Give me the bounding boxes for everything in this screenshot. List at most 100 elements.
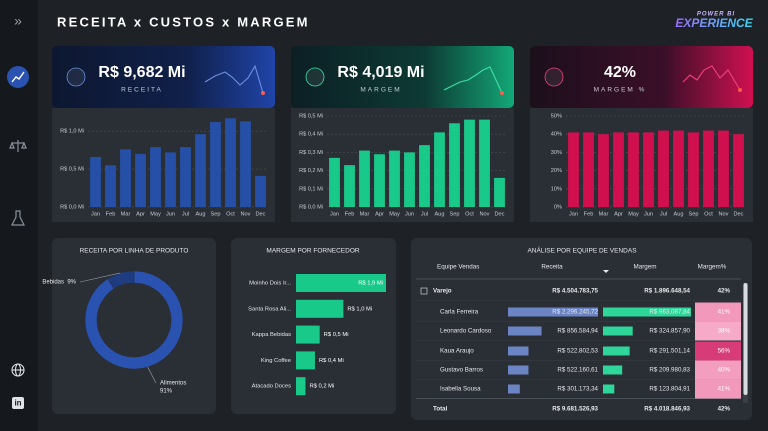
kpi-card — [52, 46, 275, 108]
y-tick-label: 40% — [551, 132, 562, 138]
row-label: Varejo — [433, 288, 452, 295]
kpi-value: R$ 9,682 Mi — [98, 64, 185, 81]
column-header[interactable]: Receita — [541, 264, 563, 271]
bar — [419, 145, 430, 207]
bar — [673, 130, 684, 207]
revenue-cell: R$ 856.584,94 — [557, 328, 598, 335]
margin-data-bar — [603, 307, 691, 317]
row-label: Carla Ferreira — [440, 309, 479, 316]
nav-flask-icon[interactable] — [11, 210, 25, 226]
bar — [105, 165, 116, 207]
margin-cell: R$ 209.980,83 — [649, 367, 690, 374]
revenue-data-bar — [508, 307, 598, 317]
x-tick-label: Oct — [226, 211, 235, 217]
bar — [135, 153, 146, 207]
margin-pct-cell-text: 41% — [718, 386, 731, 393]
margin-pct-cell — [695, 341, 741, 361]
y-tick-label: R$ 0,1 Mi — [299, 186, 323, 192]
bar — [389, 150, 400, 207]
chart-card — [530, 108, 753, 222]
y-tick-label: 50% — [551, 113, 562, 119]
scrollbar-thumb[interactable] — [743, 283, 748, 395]
x-tick-label: Jul — [182, 211, 189, 217]
value-label: R$ 1,9 Mi — [358, 281, 383, 287]
column-header[interactable]: Margem% — [698, 264, 727, 271]
kpi-label: RECEITA — [121, 87, 163, 94]
revenue-cell: R$ 9.681.526,93 — [552, 406, 598, 413]
column-header[interactable]: Equipe Vendas — [437, 264, 479, 271]
slice-value: 91% — [160, 389, 173, 395]
x-tick-label: Dec — [256, 211, 266, 217]
margin-data-bar — [603, 326, 633, 336]
bar — [296, 377, 306, 396]
globe-icon[interactable] — [11, 363, 25, 377]
margin-pct-cell-text: 42% — [718, 288, 731, 295]
margin-cell: R$ 291.501,14 — [649, 348, 690, 355]
y-tick-label: Santa Rosa Ali... — [248, 306, 291, 312]
nav-scale-icon[interactable] — [9, 140, 27, 152]
linkedin-glyph: in — [14, 399, 21, 408]
y-tick-label: R$ 0,5 Mi — [299, 113, 323, 119]
margin-pct-cell-text: 41% — [718, 309, 731, 316]
margin-pct-cell — [695, 302, 741, 322]
kpi-sparkline — [204, 64, 264, 94]
slice-value: 9% — [67, 280, 76, 286]
y-tick-label: Moinho Dois Ir... — [249, 281, 291, 287]
x-tick-label: Feb — [345, 211, 355, 217]
revenue-data-bar — [508, 346, 529, 356]
revenue-data-bar — [508, 326, 542, 336]
bar — [240, 121, 251, 207]
margin-pct-cell-text: 42% — [718, 406, 731, 413]
logo-top: POWER BI — [697, 12, 735, 18]
pie-slice — [84, 270, 184, 370]
x-tick-label: Apr — [375, 211, 384, 217]
collapse-icon[interactable] — [420, 287, 428, 295]
linkedin-icon[interactable] — [12, 397, 24, 409]
row-label: Gustavo Barros — [440, 367, 483, 374]
bar — [296, 351, 315, 370]
revenue-cell: R$ 522.160,61 — [557, 367, 598, 374]
nav-revenue-icon[interactable] — [7, 66, 29, 88]
x-tick-label: Apr — [614, 211, 623, 217]
kpi-sparkline-end — [261, 91, 265, 95]
margin-pct-cell-text: 40% — [718, 367, 731, 374]
y-tick-label: R$ 0,3 Mi — [299, 150, 323, 156]
y-tick-label: R$ 0,5 Mi — [60, 167, 84, 173]
table-title: ANÁLISE POR EQUIPE DE VENDAS — [527, 246, 637, 255]
x-tick-label: May — [150, 211, 161, 217]
bar — [165, 152, 176, 207]
x-tick-label: Nov — [719, 211, 729, 217]
y-tick-label: R$ 0,0 Mi — [60, 204, 84, 210]
table-card — [411, 238, 752, 420]
x-tick-label: Aug — [435, 211, 445, 217]
x-tick-label: Aug — [196, 211, 206, 217]
y-tick-label: R$ 0,2 Mi — [299, 168, 323, 174]
x-tick-label: Apr — [136, 211, 145, 217]
kpi-card — [530, 46, 753, 108]
chart-title: RECEITA POR LINHA DE PRODUTO — [80, 248, 189, 255]
revenue-cell: R$ 301.173,34 — [557, 386, 598, 393]
x-tick-label: Oct — [465, 211, 474, 217]
bar — [464, 119, 475, 207]
kpi-sparkline — [682, 65, 741, 91]
nav-revenue-glyph — [11, 71, 25, 83]
bar — [344, 165, 355, 207]
revenue-cell: R$ 4.504.783,75 — [552, 288, 598, 295]
y-tick-label: 20% — [551, 168, 562, 174]
expand-icon[interactable]: » — [14, 13, 22, 29]
x-tick-label: Mar — [121, 211, 131, 217]
x-tick-label: Nov — [480, 211, 490, 217]
bar — [643, 132, 654, 207]
revenue-data-bar — [508, 384, 520, 394]
y-tick-label: R$ 0,0 Mi — [299, 204, 323, 210]
column-header[interactable]: Margem — [633, 264, 656, 271]
leader-line — [147, 366, 157, 384]
slice-category: Bebidas — [42, 280, 64, 286]
kpi-sparkline-end — [500, 91, 504, 95]
bar — [568, 132, 579, 207]
chart-card — [52, 108, 275, 222]
x-tick-label: May — [389, 211, 400, 217]
revenue-cell: R$ 522.802,53 — [557, 348, 598, 355]
x-tick-label: May — [628, 211, 639, 217]
